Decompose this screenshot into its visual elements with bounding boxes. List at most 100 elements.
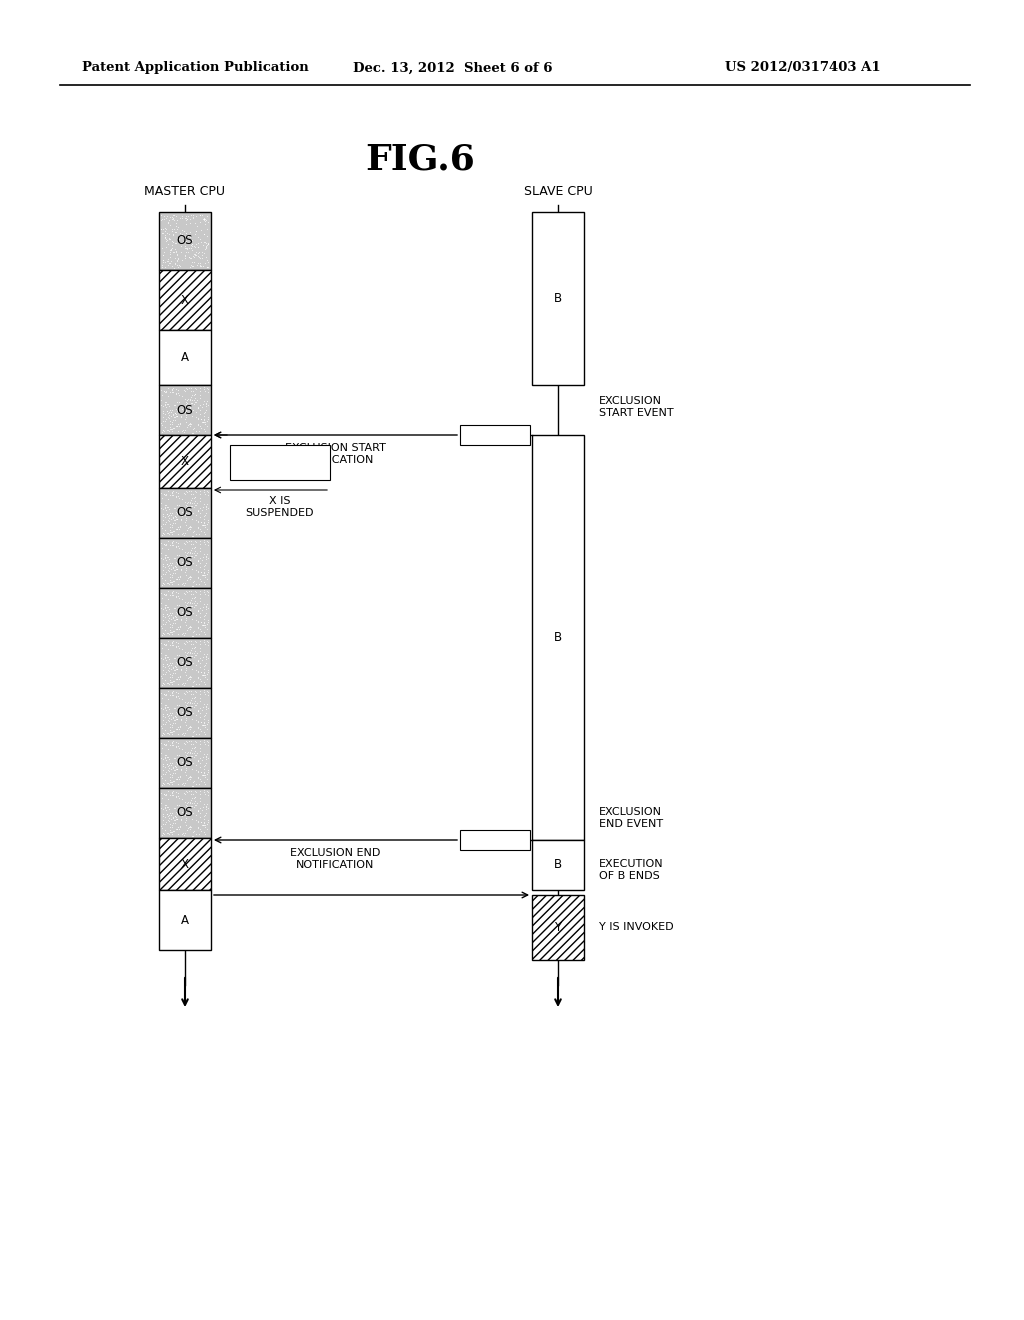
Point <box>164 735 180 756</box>
Point <box>179 482 196 503</box>
Point <box>168 222 184 243</box>
Point <box>169 758 185 779</box>
Point <box>177 605 194 626</box>
Point <box>160 248 176 269</box>
Point <box>196 521 212 543</box>
Point <box>195 746 211 767</box>
Point <box>187 686 204 708</box>
Point <box>156 723 172 744</box>
Point <box>155 752 171 774</box>
Point <box>199 793 215 814</box>
Point <box>164 515 180 536</box>
Point <box>176 483 193 504</box>
Point <box>177 791 194 812</box>
Point <box>170 519 186 540</box>
Point <box>181 667 198 688</box>
Point <box>189 661 206 682</box>
Point <box>162 821 178 842</box>
Point <box>195 664 211 685</box>
Point <box>171 392 187 413</box>
Point <box>171 495 187 516</box>
Point <box>161 610 177 631</box>
Point <box>196 780 212 801</box>
Point <box>187 594 204 615</box>
Point <box>164 552 180 573</box>
Text: X: X <box>181 858 189 870</box>
Point <box>160 747 176 768</box>
Point <box>183 609 200 630</box>
Point <box>161 407 177 428</box>
Point <box>199 480 215 502</box>
Point <box>196 812 212 833</box>
Point <box>196 209 212 230</box>
Point <box>162 484 178 506</box>
Point <box>178 742 195 763</box>
Point <box>173 399 189 420</box>
Point <box>183 595 200 616</box>
Point <box>198 564 214 585</box>
Point <box>166 257 182 279</box>
Point <box>162 672 178 693</box>
Point <box>169 405 185 426</box>
Point <box>157 546 173 568</box>
Point <box>179 820 196 841</box>
Point <box>162 667 178 688</box>
Point <box>169 609 185 630</box>
Point <box>195 515 211 536</box>
Point <box>196 232 212 253</box>
Point <box>170 533 186 554</box>
Point <box>178 610 195 631</box>
Point <box>154 668 170 689</box>
Point <box>163 521 179 543</box>
Point <box>171 816 187 837</box>
Point <box>168 405 184 426</box>
Point <box>187 401 204 422</box>
Point <box>191 706 208 727</box>
Point <box>169 594 185 615</box>
Point <box>168 553 184 574</box>
Point <box>163 239 179 260</box>
Point <box>187 486 204 507</box>
Point <box>168 240 184 261</box>
Point <box>187 705 204 726</box>
Point <box>161 557 177 578</box>
Point <box>154 205 170 226</box>
Point <box>155 672 171 693</box>
Point <box>170 616 186 638</box>
Point <box>179 696 196 717</box>
Point <box>189 766 206 787</box>
Point <box>199 780 215 801</box>
Point <box>168 659 184 680</box>
Text: Y: Y <box>554 921 561 935</box>
Point <box>153 582 169 603</box>
Point <box>168 808 184 829</box>
Point <box>166 219 182 240</box>
Point <box>161 548 177 569</box>
Point <box>189 517 206 539</box>
Point <box>162 664 178 685</box>
Point <box>179 209 196 230</box>
Text: Y IS INVOKED: Y IS INVOKED <box>599 923 674 932</box>
Point <box>199 593 215 614</box>
Point <box>161 598 177 619</box>
Point <box>155 763 171 784</box>
Point <box>164 632 180 653</box>
Point <box>195 615 211 636</box>
Point <box>184 572 201 593</box>
Point <box>197 504 213 525</box>
Point <box>196 562 212 583</box>
Point <box>163 609 179 630</box>
Point <box>184 752 201 774</box>
Point <box>181 566 198 587</box>
Point <box>159 553 175 574</box>
Point <box>169 508 185 529</box>
Point <box>171 228 187 249</box>
Point <box>154 257 170 279</box>
Point <box>184 645 201 667</box>
Point <box>189 414 206 436</box>
Text: EXCLUSION START
NOTIFICATION: EXCLUSION START NOTIFICATION <box>285 444 386 465</box>
Point <box>181 256 198 277</box>
Point <box>173 421 189 442</box>
Point <box>199 581 215 602</box>
Point <box>176 582 193 603</box>
